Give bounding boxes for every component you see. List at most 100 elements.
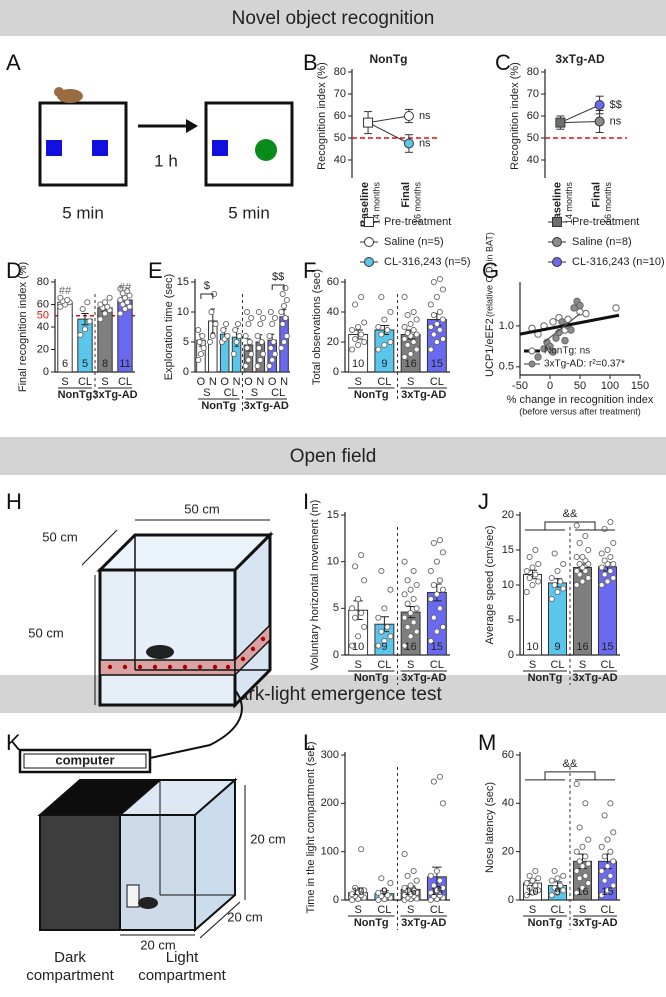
data-point <box>404 329 411 337</box>
y-axis-note: (relative O.D. in BAT) <box>484 232 494 317</box>
data-point <box>433 591 440 598</box>
panel-letter: F <box>303 258 316 283</box>
x-tick-label: S <box>407 376 414 388</box>
data-point <box>576 824 583 831</box>
data-point <box>212 320 219 328</box>
data-point <box>244 308 251 316</box>
group-label: 3xTg-AD <box>401 389 446 401</box>
y-tick-label: 0 <box>508 649 514 661</box>
data-point <box>86 318 93 325</box>
data-point <box>242 332 249 340</box>
dimension-label: 20 cm <box>250 831 285 846</box>
data-point <box>195 326 202 334</box>
data-point <box>384 326 391 334</box>
data-point <box>269 356 276 364</box>
group-label: NonTg <box>528 917 563 929</box>
group-label: 3xTg-AD <box>92 389 137 401</box>
data-point <box>607 800 614 807</box>
device-label: computer <box>55 752 114 767</box>
count-label: 10 <box>526 641 538 653</box>
x-tick-label: CL <box>430 659 444 671</box>
data-point <box>433 558 440 565</box>
data-point <box>430 539 437 547</box>
count-label: 15 <box>431 358 443 370</box>
data-point <box>436 326 443 334</box>
data-point <box>361 577 368 584</box>
data-point <box>233 338 240 346</box>
x-tick-label: S <box>101 376 108 388</box>
y-tick-label: 0 <box>43 366 49 378</box>
data-point <box>283 332 290 340</box>
y-axis-label: Time in the light compartment (sec) <box>305 742 317 914</box>
data-point <box>236 332 243 340</box>
data-point <box>535 578 542 585</box>
data-point <box>439 623 446 631</box>
dimension-label: 50 cm <box>42 529 77 544</box>
point <box>555 117 566 128</box>
y-tick-label: 20 <box>327 336 339 348</box>
point <box>403 111 414 121</box>
x-tick-sublabel: 16 months <box>412 182 422 225</box>
data-point <box>254 362 261 370</box>
x-tick-label: CL <box>600 904 614 916</box>
data-point <box>439 335 446 343</box>
y-tick-label: 15 <box>327 509 339 521</box>
count-label: 9 <box>381 886 387 898</box>
data-point <box>436 892 443 899</box>
section-title: Open field <box>290 446 377 467</box>
panel-letter: E <box>148 258 163 283</box>
data-point <box>585 836 592 843</box>
data-point <box>404 623 411 631</box>
legend-label: NonTg: ns <box>544 346 590 357</box>
data-point <box>248 350 255 358</box>
group-label: 3xTg-AD <box>244 400 289 412</box>
y-tick-label: 80 <box>334 66 346 78</box>
section-band <box>0 0 666 36</box>
x-tick-label: CL <box>78 376 92 388</box>
data-point <box>610 882 617 889</box>
data-point <box>375 614 382 621</box>
panel-letter: G <box>482 258 499 283</box>
y-tick-label: 60 <box>37 298 49 310</box>
data-point <box>378 331 385 338</box>
y-tick-label: 20 <box>37 343 49 355</box>
data-point <box>269 320 276 328</box>
data-point <box>526 553 533 561</box>
data-point <box>410 326 417 334</box>
data-point <box>124 287 131 295</box>
x-tick-label: CL <box>550 659 564 671</box>
data-point <box>267 344 274 352</box>
data-point <box>207 338 214 346</box>
data-point <box>433 320 440 328</box>
data-point <box>540 345 548 353</box>
data-point <box>607 553 614 561</box>
data-point <box>549 318 557 326</box>
data-point <box>607 567 614 575</box>
computer-box <box>23 753 147 769</box>
significance-label: ## <box>119 282 132 294</box>
count-label: 16 <box>405 358 417 370</box>
data-point <box>349 346 356 353</box>
dark-front <box>39 814 121 931</box>
panel-letter: M <box>478 730 496 755</box>
count-label: 9 <box>381 358 387 370</box>
count-label: 9 <box>554 641 560 653</box>
data-point <box>430 311 437 319</box>
y-tick-label: 80 <box>37 276 49 288</box>
data-point <box>576 539 583 547</box>
data-point <box>573 553 580 561</box>
data-point <box>526 884 533 891</box>
y-tick-label: 1.0 <box>499 320 514 332</box>
section-title: Dark-light emergence test <box>224 684 442 705</box>
data-point <box>576 875 583 882</box>
data-point <box>561 336 569 345</box>
object <box>46 140 62 156</box>
reference-label: 50 <box>37 310 49 322</box>
data-point <box>381 887 388 894</box>
y-tick-label: 40 <box>502 797 514 809</box>
count-label: 10 <box>352 886 364 898</box>
data-point <box>224 332 231 340</box>
x-tick-label: O <box>197 376 206 388</box>
y-tick-label: 0 <box>333 649 339 661</box>
y-tick-label: 300 <box>321 749 339 761</box>
